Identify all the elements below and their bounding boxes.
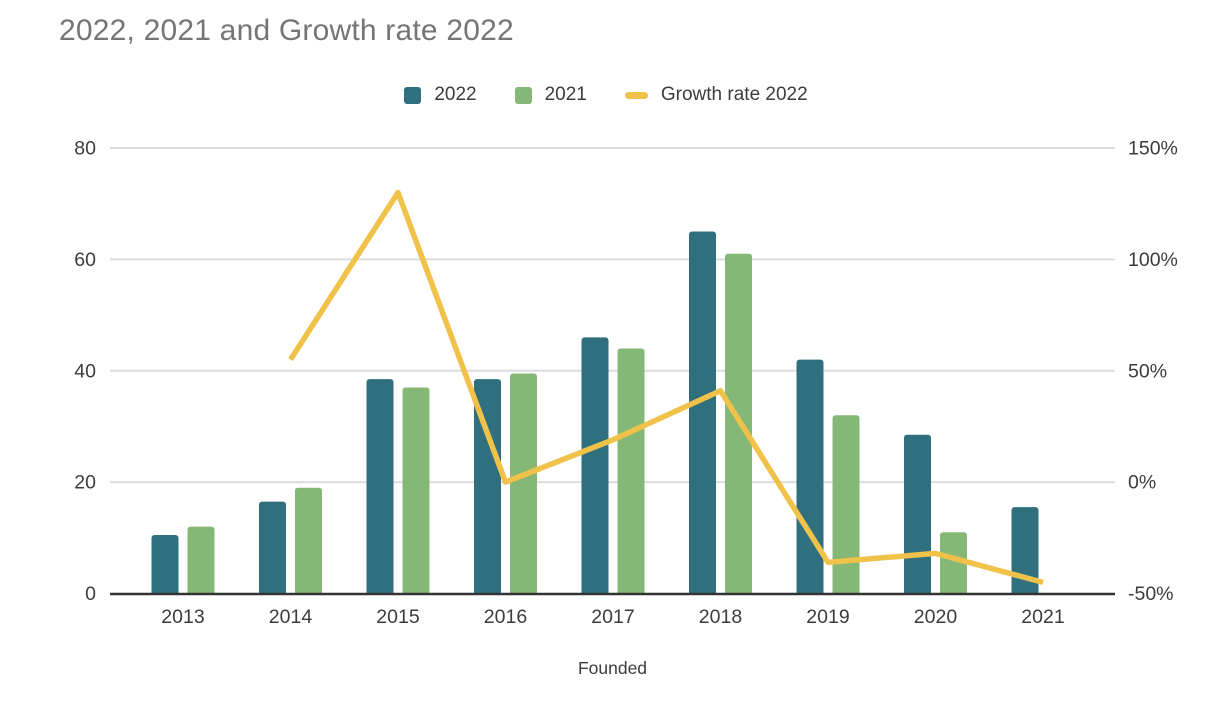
legend-swatch-2022-icon <box>404 86 422 104</box>
bar-2021-2016[interactable] <box>510 373 537 598</box>
bar-2022-2013[interactable] <box>151 535 179 598</box>
right-axis-tick-label: 150% <box>1128 138 1178 160</box>
x-axis-tick-label: 2018 <box>699 606 742 628</box>
right-axis-tick-label: -50% <box>1128 583 1174 605</box>
x-axis-tick-label: 2014 <box>269 606 313 628</box>
bar-2021-2019[interactable] <box>832 415 860 598</box>
bar-2022-2020[interactable] <box>904 434 931 598</box>
x-axis-tick-label: 2020 <box>914 606 958 628</box>
chart-title: 2022, 2021 and Growth rate 2022 <box>59 14 514 47</box>
legend-item-2021[interactable]: 2021 <box>514 84 587 106</box>
bar-2021-2015[interactable] <box>402 387 430 598</box>
x-axis-tick-label: 2021 <box>1021 606 1064 628</box>
bar-2022-2016[interactable] <box>474 379 501 598</box>
bar-2021-2020[interactable] <box>940 532 967 598</box>
bar-2021-2013[interactable] <box>187 526 215 598</box>
bar-2022-2019[interactable] <box>796 359 824 598</box>
right-axis-tick-label: 100% <box>1128 249 1178 271</box>
growth-rate-line[interactable] <box>288 189 1044 586</box>
legend-label-growth-rate: Growth rate 2022 <box>660 84 808 105</box>
left-axis-tick-label: 0 <box>85 583 96 605</box>
bar-2022-2021[interactable] <box>1011 507 1039 598</box>
legend-label-2022: 2022 <box>434 84 477 105</box>
bar-2021-2018[interactable] <box>725 253 752 598</box>
x-axis-tick-label: 2016 <box>484 606 527 628</box>
bar-2022-2014[interactable] <box>259 501 286 598</box>
chart-legend: 2022 2021 Growth rate 2022 <box>0 84 1212 106</box>
bar-2021-2014[interactable] <box>295 487 322 598</box>
x-axis-tick-label: 2019 <box>806 606 849 628</box>
left-axis-tick-label: 40 <box>74 360 96 382</box>
right-axis-tick-label: 0% <box>1128 472 1156 494</box>
left-axis-tick-label: 80 <box>74 138 96 160</box>
x-axis-tick-label: 2017 <box>591 606 634 628</box>
legend-swatch-2021-icon <box>514 86 532 104</box>
legend-item-growth-rate[interactable]: Growth rate 2022 <box>624 84 808 106</box>
bar-2021-2017[interactable] <box>617 348 645 598</box>
bar-2022-2017[interactable] <box>581 337 609 598</box>
right-axis-tick-label: 50% <box>1128 360 1167 382</box>
bar-2022-2018[interactable] <box>689 231 716 598</box>
x-axis-tick-label: 2015 <box>376 606 420 628</box>
x-axis-tick-label: 2013 <box>161 606 204 628</box>
legend-label-2021: 2021 <box>544 84 587 105</box>
legend-swatch-growth-rate-icon <box>624 91 648 99</box>
legend-item-2022[interactable]: 2022 <box>404 84 477 106</box>
x-axis-title: Founded <box>577 658 648 678</box>
bar-2022-2015[interactable] <box>366 379 394 598</box>
left-axis-tick-label: 60 <box>74 249 96 271</box>
left-axis-tick-label: 20 <box>74 472 96 494</box>
